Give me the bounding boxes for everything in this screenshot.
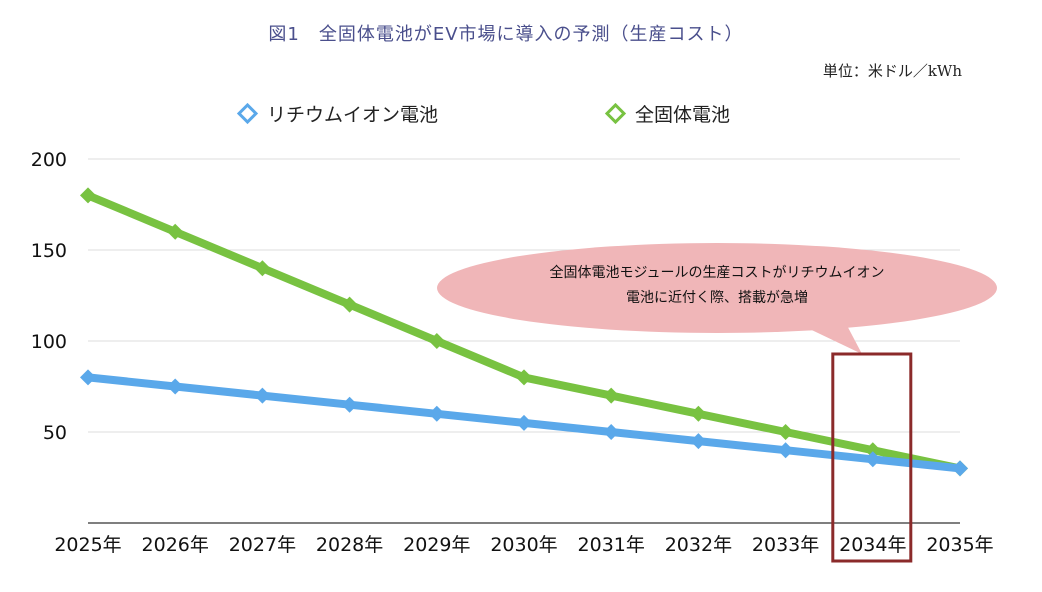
y-tick-label: 150 — [31, 240, 67, 262]
data-point-li-ion — [80, 369, 96, 386]
data-point-li-ion — [864, 451, 881, 468]
y-tick-label: 100 — [31, 331, 67, 353]
x-tick-label: 2034年 — [839, 534, 906, 556]
data-point-solid-state — [167, 223, 184, 240]
x-tick-label: 2035年 — [926, 534, 993, 556]
data-point-solid-state — [341, 296, 358, 313]
y-tick-label: 50 — [43, 422, 67, 444]
x-tick-label: 2027年 — [229, 534, 296, 556]
data-point-li-ion — [341, 396, 358, 413]
data-point-li-ion — [254, 387, 271, 404]
data-point-solid-state — [80, 187, 96, 204]
data-point-solid-state — [428, 333, 445, 349]
highlight-box — [831, 352, 913, 563]
x-tick-label: 2026年 — [142, 534, 209, 556]
chart-title: 図1 全固体電池がEV市場に導入の予測（生産コスト） — [268, 24, 744, 45]
x-tick-label: 2033年 — [752, 534, 819, 556]
data-point-solid-state — [690, 405, 707, 422]
legend-item-solid-state: 全固体電池 — [604, 100, 731, 127]
data-point-li-ion — [167, 378, 184, 395]
unit-label: 単位：米ドル／kWh — [822, 62, 962, 80]
x-tick-label: 2030年 — [490, 534, 557, 556]
data-point-solid-state — [777, 424, 794, 440]
x-tick-label: 2031年 — [578, 534, 645, 556]
legend-item-li-ion: リチウムイオン電池 — [236, 100, 439, 127]
data-point-li-ion — [690, 433, 707, 450]
data-point-solid-state — [603, 387, 620, 404]
data-point-solid-state — [864, 442, 881, 459]
callout-bubble — [437, 243, 997, 333]
x-tick-label: 2029年 — [403, 534, 470, 556]
x-tick-label: 2028年 — [316, 534, 383, 556]
data-point-li-ion — [777, 442, 794, 459]
x-tick-label: 2025年 — [54, 534, 121, 556]
data-point-li-ion — [603, 424, 620, 440]
legend-label-li-ion: リチウムイオン電池 — [267, 104, 439, 126]
callout-text-line: 電池に近付く際、搭載が急増 — [626, 290, 808, 306]
data-point-li-ion — [516, 414, 532, 431]
data-point-li-ion — [952, 460, 968, 477]
legend: リチウムイオン電池 全固体電池 — [236, 100, 731, 127]
data-point-solid-state — [516, 369, 532, 386]
y-tick-label: 200 — [31, 149, 67, 171]
data-point-solid-state — [254, 260, 271, 277]
x-tick-label: 2032年 — [665, 534, 732, 556]
callout-text-line: 全固体電池モジュールの生産コストがリチウムイオン — [549, 264, 884, 281]
data-point-li-ion — [428, 405, 445, 422]
legend-label-solid-state: 全固体電池 — [635, 104, 731, 126]
